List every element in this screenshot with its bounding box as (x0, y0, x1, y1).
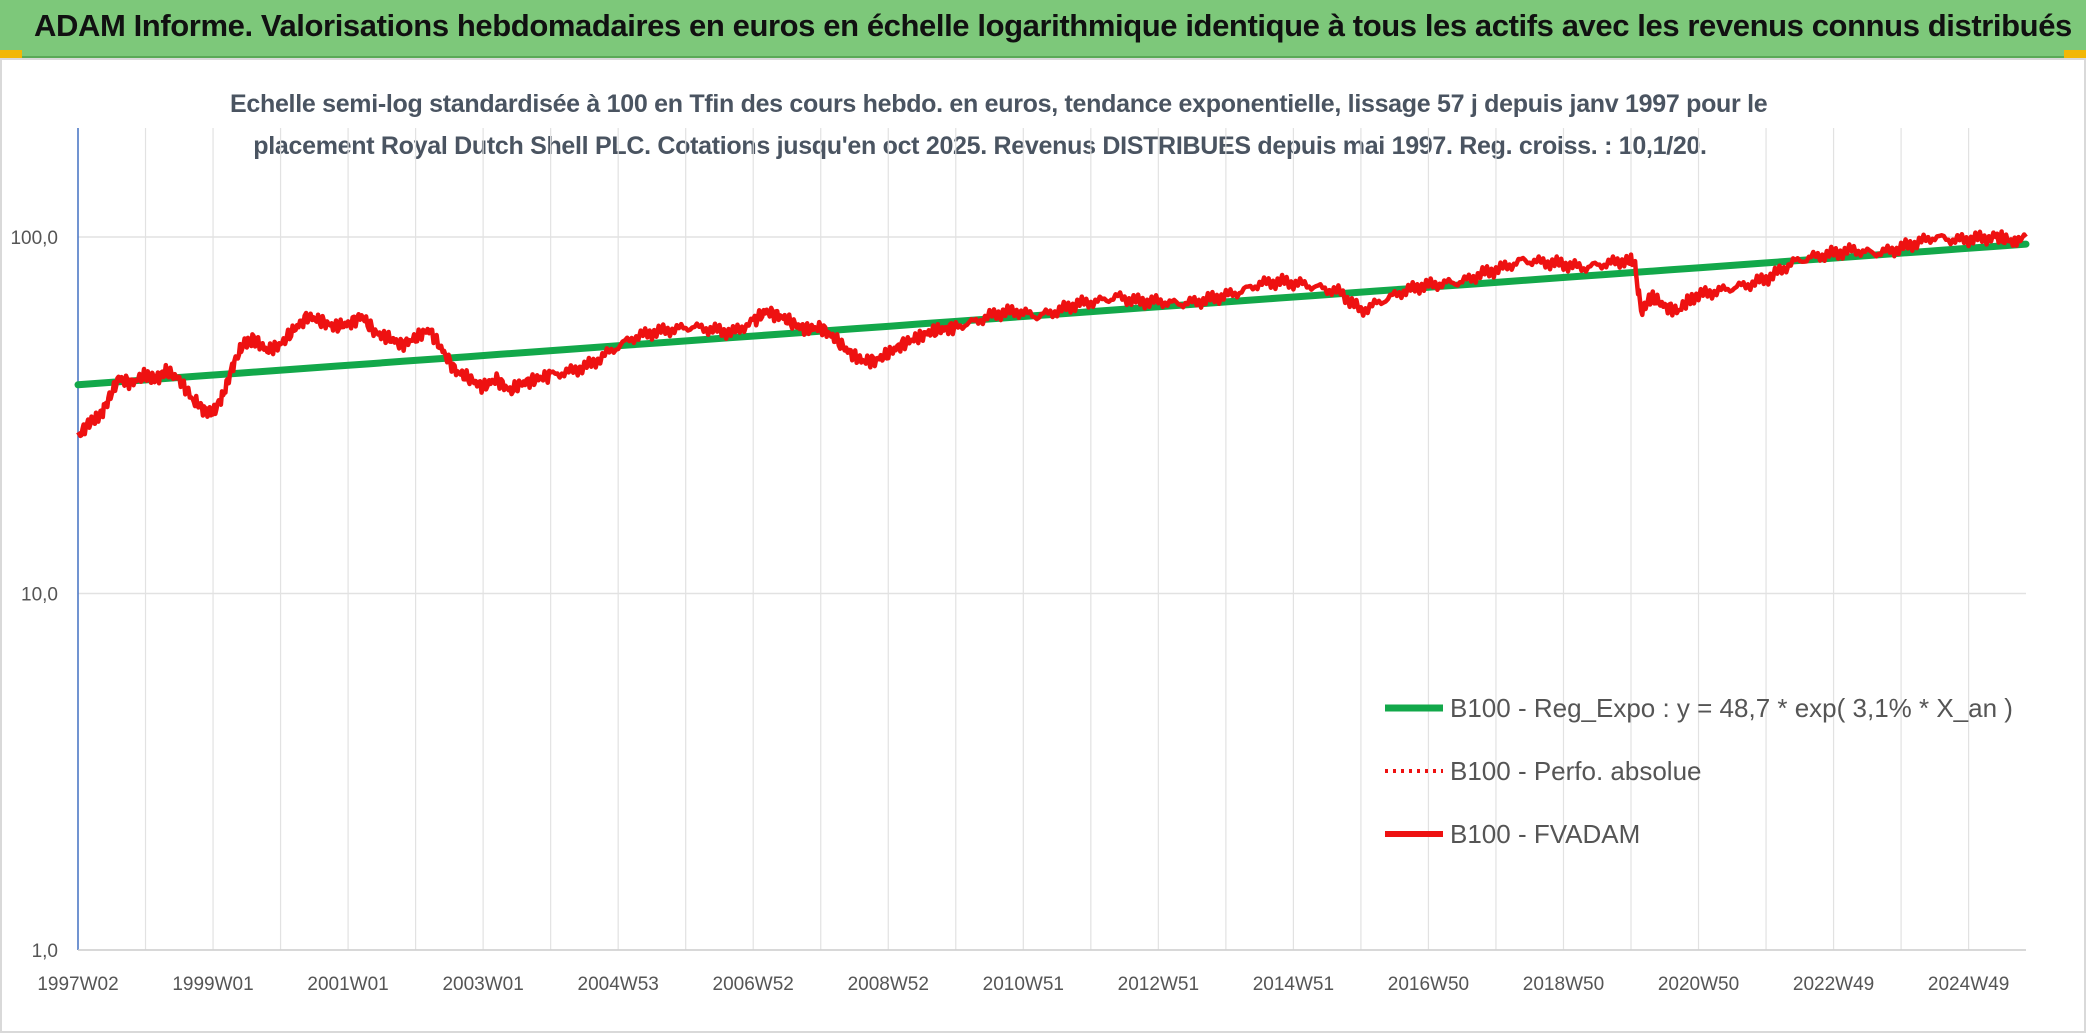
axes: 1,0 10,0 100,0 1997W02 1999W01 2001W01 2003W01… (10, 128, 2026, 995)
x-tick-label: 2001W01 (307, 974, 388, 995)
legend-label: B100 - FVADAM (1450, 819, 1640, 849)
fvadam-line (76, 229, 2028, 439)
x-tick-label: 1999W01 (172, 974, 253, 995)
legend: B100 - Reg_Expo : y = 48,7 * exp( 3,1% *… (1385, 693, 2013, 849)
report-banner: ADAM Informe. Valorisations hebdomadaire… (0, 0, 2086, 58)
x-tick-label: 2018W50 (1523, 974, 1604, 995)
x-tick-label: 2024W49 (1928, 974, 2009, 995)
x-tick-label: 2003W01 (442, 974, 523, 995)
gridlines (77, 128, 2026, 951)
y-tick-label: 1,0 (32, 941, 58, 962)
x-tick-label: 2010W51 (983, 974, 1064, 995)
report-title: ADAM Informe. Valorisations hebdomadaire… (34, 8, 2072, 43)
x-tick-label: 2004W53 (578, 974, 659, 995)
x-tick-label: 2012W51 (1118, 974, 1199, 995)
y-tick-label: 100,0 (10, 228, 58, 249)
x-tick-label: 2022W49 (1793, 974, 1874, 995)
chart-title-line-2: placement Royal Dutch Shell PLC. Cotatio… (253, 132, 1707, 160)
x-tick-label: 2020W50 (1658, 974, 1739, 995)
series-lines (74, 229, 2030, 439)
chart-title-line-1: Echelle semi-log standardisée à 100 en T… (230, 90, 1768, 118)
y-tick-label: 10,0 (21, 585, 58, 606)
x-tick-label: 1997W02 (37, 974, 118, 995)
x-tick-label: 2006W52 (713, 974, 794, 995)
x-tick-label: 2008W52 (848, 974, 929, 995)
x-tick-label: 2014W51 (1253, 974, 1334, 995)
legend-label: B100 - Reg_Expo : y = 48,7 * exp( 3,1% *… (1450, 693, 2013, 723)
legend-label: B100 - Perfo. absolue (1450, 756, 1702, 786)
x-tick-label: 2016W50 (1388, 974, 1469, 995)
